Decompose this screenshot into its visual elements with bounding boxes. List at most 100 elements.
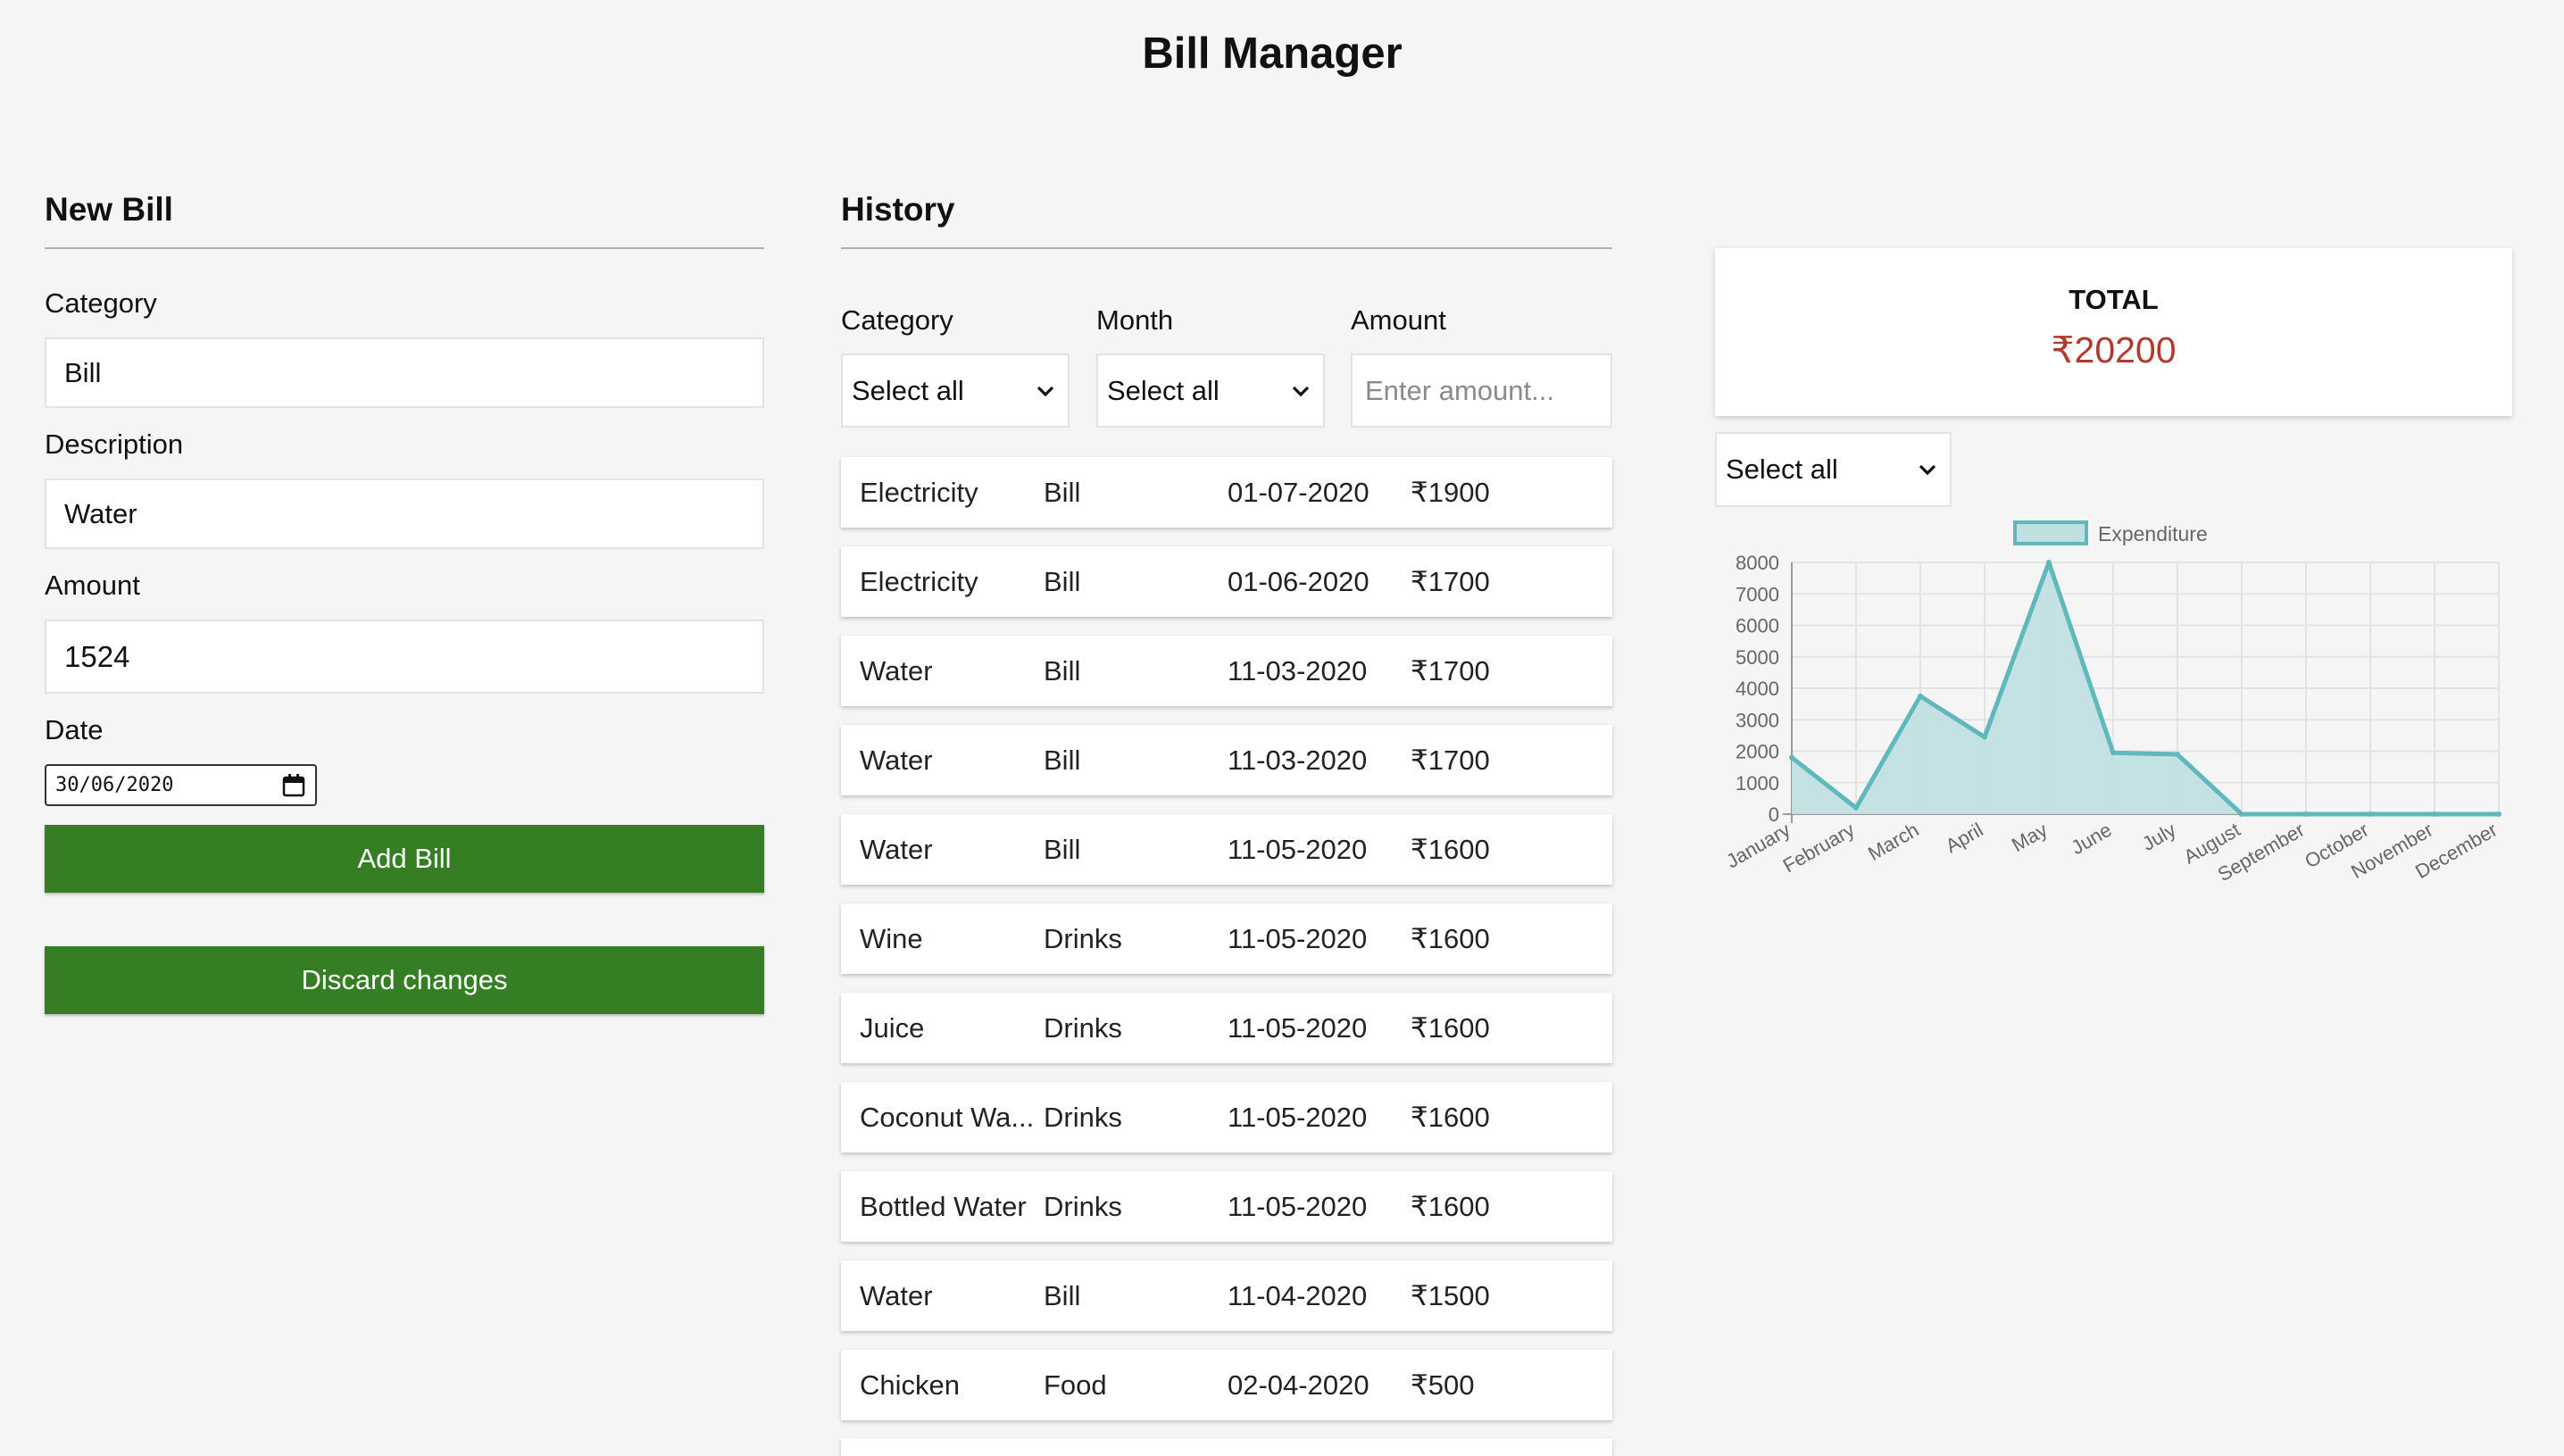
data-point: [1789, 754, 1794, 761]
row-date: 11-03-2020: [1228, 655, 1368, 686]
y-tick-label: 1000: [1736, 772, 1779, 795]
history-row[interactable]: Water Bill 11-05-2020 ₹1600: [841, 814, 1612, 885]
row-category: Drinks: [1044, 1012, 1122, 1044]
row-description: Chicken: [860, 1369, 960, 1401]
new-bill-heading: New Bill: [45, 191, 173, 228]
filter-category-label: Category: [841, 304, 953, 336]
history-row[interactable]: Wine Drinks 11-05-2020 ₹1600: [841, 903, 1612, 974]
new-bill-divider: [45, 247, 764, 249]
filter-month-select[interactable]: Select all: [1096, 354, 1325, 428]
row-amount: ₹1600: [1411, 1191, 1490, 1222]
row-amount: ₹1600: [1411, 923, 1490, 954]
y-tick-label: 4000: [1736, 678, 1779, 700]
legend-label: Expenditure: [2098, 522, 2208, 545]
chevron-down-icon: [1292, 386, 1310, 396]
row-date: 01-07-2020: [1228, 477, 1369, 508]
app-title: Bill Manager: [1142, 29, 1403, 78]
series-area: [1792, 562, 2499, 814]
data-point: [2496, 811, 2502, 817]
row-amount: ₹1500: [1411, 1280, 1490, 1311]
row-amount: ₹1700: [1411, 655, 1490, 686]
total-label: TOTAL: [2069, 284, 2159, 315]
row-amount: ₹1900: [1411, 477, 1490, 508]
history-row[interactable]: Chicken Food 02-04-2020 ₹500: [841, 1350, 1612, 1420]
date-input[interactable]: 30/06/2020: [45, 764, 317, 806]
history-row[interactable]: Juice Drinks 11-05-2020 ₹1600: [841, 993, 1612, 1063]
data-point: [1918, 693, 1923, 699]
description-input-value: Water: [64, 497, 137, 529]
amount-input-value: 1524: [64, 639, 130, 673]
history-row[interactable]: Electricity Bill 01-06-2020 ₹1700: [841, 546, 1612, 617]
x-tick-label: July: [2138, 819, 2179, 855]
description-label: Description: [45, 428, 184, 460]
row-category: Bill: [1044, 566, 1081, 597]
row-amount: ₹1600: [1411, 1012, 1490, 1044]
filter-category-select[interactable]: Select all: [841, 354, 1070, 428]
date-label: Date: [45, 714, 104, 745]
row-date: 11-03-2020: [1228, 745, 1368, 776]
description-input[interactable]: Water: [45, 478, 764, 549]
calendar-icon[interactable]: [281, 773, 306, 798]
row-description: Bottled Water: [860, 1191, 1027, 1222]
x-tick-label: April: [1942, 819, 1987, 858]
y-tick-label: 0: [1769, 803, 1779, 826]
data-point: [1853, 804, 1859, 811]
category-input-value: Bill: [64, 356, 102, 388]
chevron-down-icon: [1036, 386, 1054, 396]
series-line: [1790, 560, 2499, 817]
filter-amount-label: Amount: [1351, 304, 1446, 336]
history-row[interactable]: Water Bill 11-03-2020 ₹1700: [841, 636, 1612, 706]
history-row[interactable]: Coconut Wa... Drinks 11-05-2020 ₹1600: [841, 1082, 1612, 1152]
row-date: 11-05-2020: [1228, 834, 1368, 865]
history-divider: [841, 247, 1612, 249]
row-description: Water: [860, 1280, 933, 1311]
y-tick-label: 6000: [1736, 615, 1779, 637]
row-date: 11-04-2020: [1228, 1280, 1368, 1311]
row-description: Wine: [860, 923, 923, 954]
data-point: [2110, 750, 2116, 756]
row-description: Water: [860, 834, 933, 865]
history-row[interactable]: Water Bill 11-03-2020 ₹1700: [841, 725, 1612, 795]
row-description: Water: [860, 745, 933, 776]
row-date: 02-04-2020: [1228, 1369, 1369, 1401]
history-row[interactable]: Water Bill 11-04-2020 ₹1500: [841, 1260, 1612, 1331]
filter-amount-placeholder: Enter amount...: [1365, 374, 1554, 406]
date-input-value: 30/06/2020: [55, 774, 174, 796]
row-amount: ₹1600: [1411, 834, 1490, 865]
data-point: [2175, 752, 2180, 758]
data-point: [2368, 811, 2373, 817]
x-tick-label: June: [2068, 819, 2116, 860]
y-tick-label: 5000: [1736, 646, 1779, 669]
chart-category-value: Select all: [1726, 453, 1838, 485]
row-category: Bill: [1044, 834, 1081, 865]
row-category: Bill: [1044, 477, 1081, 508]
row-category: Bill: [1044, 745, 1081, 776]
history-row[interactable]: Bottled Water Drinks 11-05-2020 ₹1600: [841, 1171, 1612, 1242]
add-bill-button[interactable]: Add Bill: [45, 825, 764, 893]
filter-amount-input[interactable]: Enter amount...: [1351, 354, 1612, 428]
row-description: Juice: [860, 1012, 925, 1044]
row-description: Electricity: [860, 566, 978, 597]
discard-changes-button[interactable]: Discard changes: [45, 946, 764, 1014]
row-description: Water: [860, 655, 933, 686]
data-point: [2303, 811, 2309, 817]
row-date: 11-05-2020: [1228, 1191, 1368, 1222]
y-tick-label: 3000: [1736, 709, 1779, 731]
total-value: ₹20200: [2051, 329, 2177, 370]
y-tick-label: 8000: [1736, 552, 1779, 574]
filter-month-label: Month: [1096, 304, 1174, 336]
row-amount: ₹1700: [1411, 566, 1490, 597]
amount-input[interactable]: 1524: [45, 620, 764, 694]
y-tick-label: 7000: [1736, 583, 1779, 605]
row-category: Food: [1044, 1369, 1107, 1401]
amount-label: Amount: [45, 570, 140, 601]
data-point: [2432, 811, 2437, 817]
row-description: Electricity: [860, 477, 978, 508]
legend-swatch: [2013, 520, 2088, 545]
history-row[interactable]: Electricity Bill 01-07-2020 ₹1900: [841, 457, 1612, 528]
row-description: Coconut Wa...: [860, 1102, 1035, 1133]
history-row-partial[interactable]: [841, 1438, 1612, 1456]
category-input[interactable]: Bill: [45, 337, 764, 408]
expenditure-chart: 010002000300040005000600070008000January…: [1722, 520, 2502, 886]
chart-category-select[interactable]: Select all: [1715, 432, 1952, 507]
